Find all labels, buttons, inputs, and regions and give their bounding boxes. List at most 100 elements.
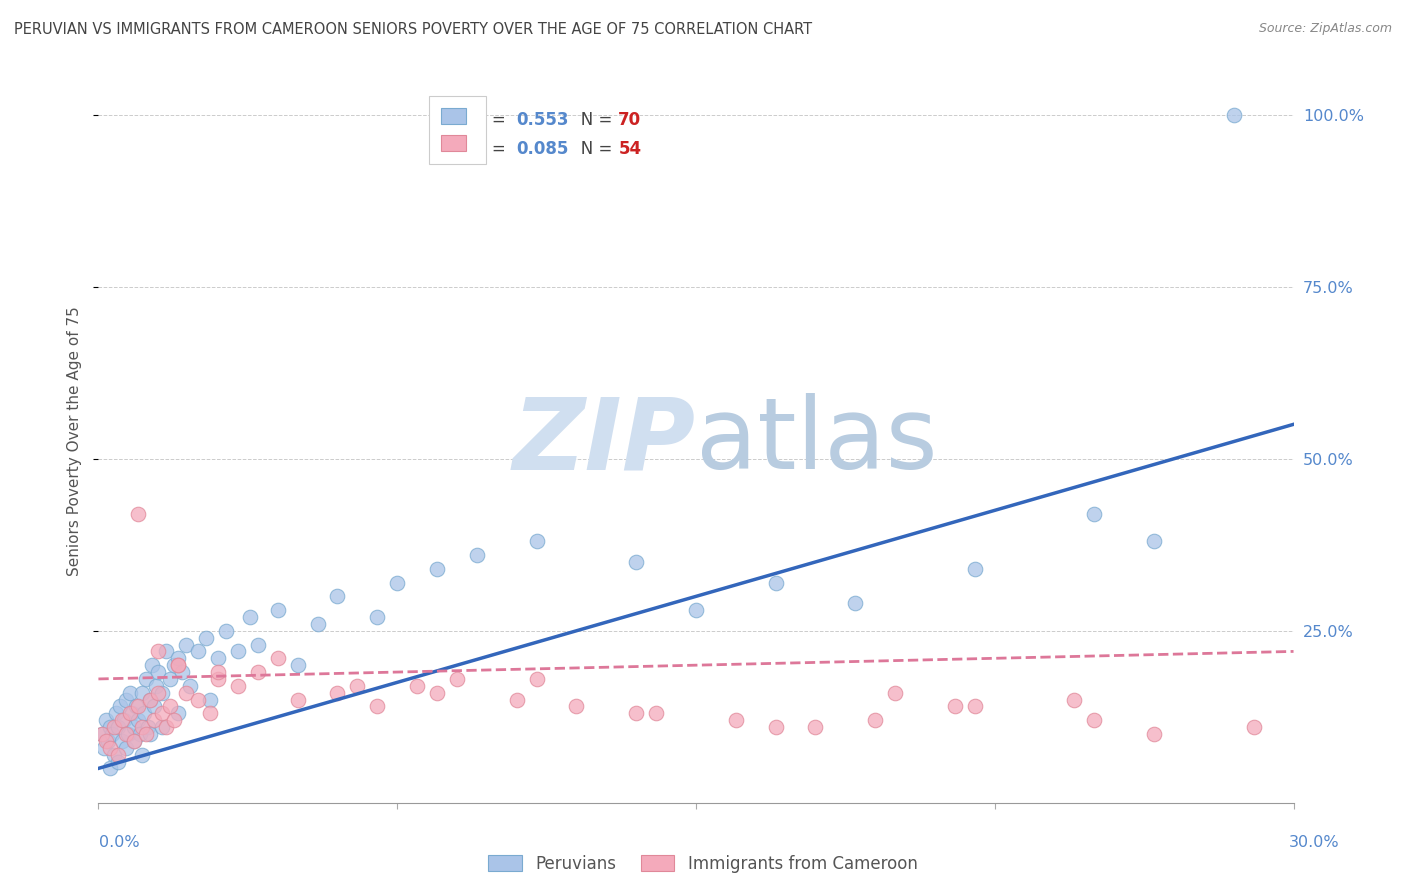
Point: [765, 720, 787, 734]
Point: [804, 720, 827, 734]
Point: [346, 679, 368, 693]
Text: 0.553: 0.553: [517, 111, 569, 129]
Point: [167, 658, 190, 673]
Point: [91, 727, 114, 741]
Point: [139, 727, 162, 741]
Point: [105, 706, 128, 721]
Point: [626, 555, 648, 569]
Point: [163, 713, 186, 727]
Point: [943, 699, 966, 714]
Point: [207, 651, 229, 665]
Point: [120, 706, 142, 721]
Point: [1083, 713, 1105, 727]
Point: [125, 699, 148, 714]
Point: [172, 665, 194, 679]
Point: [167, 706, 190, 721]
Point: [765, 575, 787, 590]
Point: [159, 672, 181, 686]
Point: [844, 596, 866, 610]
Text: N =: N =: [565, 111, 617, 129]
Point: [121, 706, 143, 721]
Point: [96, 734, 118, 748]
Text: 54: 54: [619, 140, 641, 158]
Text: 70: 70: [619, 111, 641, 129]
Point: [120, 686, 142, 700]
Point: [1083, 507, 1105, 521]
Point: [1063, 692, 1085, 706]
Point: [198, 706, 221, 721]
Point: [148, 644, 170, 658]
Point: [107, 720, 129, 734]
Point: [307, 616, 329, 631]
Point: [111, 734, 134, 748]
Point: [167, 651, 190, 665]
Point: [187, 692, 209, 706]
Point: [107, 747, 129, 762]
Point: [103, 720, 125, 734]
Point: [155, 720, 177, 734]
Point: [287, 658, 309, 673]
Point: [195, 631, 218, 645]
Point: [115, 727, 138, 741]
Point: [115, 740, 138, 755]
Point: [124, 720, 146, 734]
Point: [1143, 727, 1166, 741]
Point: [150, 686, 173, 700]
Point: [246, 638, 269, 652]
Text: 0.085: 0.085: [517, 140, 569, 158]
Point: [565, 699, 588, 714]
Point: [287, 692, 309, 706]
Point: [97, 734, 120, 748]
Point: [1143, 534, 1166, 549]
Point: [174, 686, 197, 700]
Point: [406, 679, 429, 693]
Point: [526, 534, 548, 549]
Point: [159, 699, 181, 714]
Point: [326, 590, 349, 604]
Point: [1223, 108, 1246, 122]
Point: [124, 734, 146, 748]
Text: PERUVIAN VS IMMIGRANTS FROM CAMEROON SENIORS POVERTY OVER THE AGE OF 75 CORRELAT: PERUVIAN VS IMMIGRANTS FROM CAMEROON SEN…: [14, 22, 813, 37]
Point: [98, 740, 122, 755]
Point: [685, 603, 707, 617]
Point: [865, 713, 887, 727]
Point: [131, 686, 153, 700]
Point: [385, 575, 409, 590]
Point: [426, 562, 449, 576]
Point: [124, 734, 146, 748]
Point: [143, 699, 166, 714]
Point: [93, 740, 115, 755]
Point: [465, 548, 488, 562]
Point: [115, 692, 138, 706]
Point: [103, 747, 125, 762]
Point: [226, 644, 249, 658]
Point: [127, 507, 149, 521]
Point: [150, 706, 173, 721]
Point: [267, 603, 290, 617]
Point: [131, 747, 153, 762]
Point: [179, 679, 201, 693]
Point: [98, 761, 122, 775]
Point: [626, 706, 648, 721]
Point: [98, 720, 122, 734]
Point: [111, 713, 134, 727]
Point: [139, 692, 162, 706]
Point: [198, 692, 221, 706]
Point: [127, 713, 149, 727]
Point: [167, 658, 190, 673]
Point: [145, 679, 167, 693]
Point: [187, 644, 209, 658]
Point: [884, 686, 907, 700]
Point: [91, 727, 114, 741]
Point: [136, 720, 159, 734]
Point: [117, 727, 139, 741]
Point: [143, 713, 166, 727]
Point: [148, 665, 170, 679]
Legend: Peruvians, Immigrants from Cameroon: Peruvians, Immigrants from Cameroon: [482, 848, 924, 880]
Text: 0.0%: 0.0%: [100, 836, 139, 850]
Point: [267, 651, 290, 665]
Point: [101, 727, 124, 741]
Point: [506, 692, 529, 706]
Point: [150, 720, 173, 734]
Point: [446, 672, 468, 686]
